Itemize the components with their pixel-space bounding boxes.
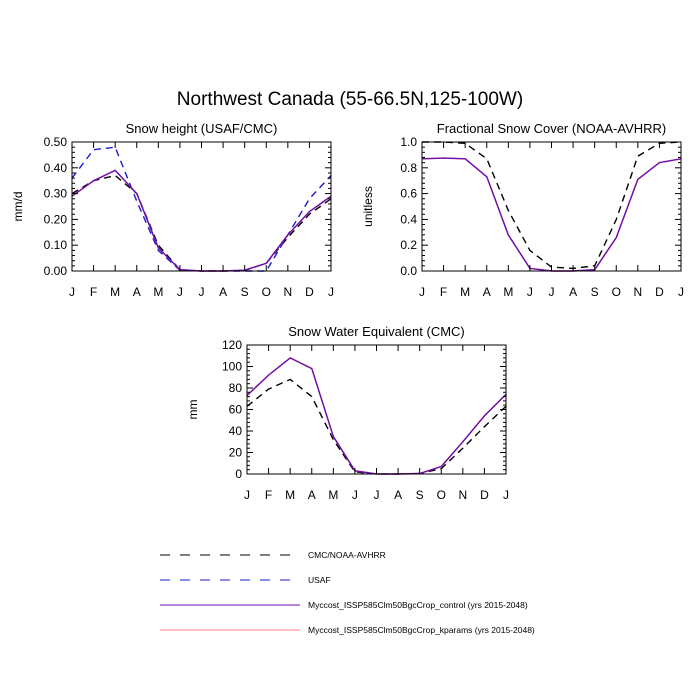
y-axis-label: unitless — [361, 186, 375, 227]
series-line — [421, 157, 682, 272]
y-tick-label: 0.6 — [400, 187, 417, 201]
x-tick-label: O — [437, 488, 446, 502]
plot-frame — [246, 344, 507, 475]
y-tick-label: 0.4 — [400, 212, 417, 226]
x-tick-label: F — [440, 285, 447, 299]
x-tick-label: F — [265, 488, 272, 502]
x-tick-label: M — [110, 285, 120, 299]
panel-title: Snow Water Equivalent (CMC) — [288, 324, 465, 339]
x-tick-label: J — [678, 285, 684, 299]
panel-title: Snow height (USAF/CMC) — [126, 121, 278, 136]
legend-label: CMC/NOAA-AVHRR — [308, 550, 386, 560]
x-tick-label: J — [177, 285, 183, 299]
x-tick-label: S — [591, 285, 599, 299]
y-axis-label: mm — [186, 400, 200, 420]
page-title: Northwest Canada (55-66.5N,125-100W) — [176, 89, 524, 110]
x-tick-label: J — [549, 285, 555, 299]
x-tick-label: J — [374, 488, 380, 502]
panel-snow-height: Snow height (USAF/CMC) mm/d 0.00 0.10 0.20 0.… — [11, 121, 334, 299]
panel-snow-water-equivalent: Snow Water Equivalent (CMC) mm 0 20 40 60 80 10… — [186, 324, 509, 502]
y-tick-label: 100 — [222, 360, 242, 374]
x-tick-label: J — [69, 285, 75, 299]
y-tick-label: 0.0 — [400, 264, 417, 278]
y-tick-label: 40 — [229, 424, 243, 438]
series-line — [71, 174, 332, 272]
y-tick-label: 0.10 — [44, 238, 68, 252]
series-line — [71, 146, 332, 272]
x-tick-label: A — [394, 488, 402, 502]
y-tick-label: 0.20 — [44, 212, 68, 226]
x-tick-label: N — [633, 285, 642, 299]
x-tick-label: J — [352, 488, 358, 502]
y-tick-label: 120 — [222, 338, 242, 352]
x-tick-label: D — [480, 488, 489, 502]
legend-label: Myccost_ISSP585Clm50BgcCrop_control (yrs… — [308, 600, 528, 610]
x-tick-label: O — [262, 285, 271, 299]
plot-frame — [71, 141, 332, 272]
x-tick-label: J — [244, 488, 250, 502]
series-line — [421, 157, 682, 272]
x-tick-label: A — [308, 488, 316, 502]
y-axis-label: mm/d — [11, 192, 25, 222]
y-tick-label: 0 — [235, 467, 242, 481]
x-tick-label: D — [655, 285, 664, 299]
x-tick-label: A — [569, 285, 577, 299]
x-tick-label: A — [219, 285, 227, 299]
x-tick-label: A — [483, 285, 491, 299]
series-line — [422, 141, 682, 270]
series-line — [246, 378, 507, 475]
x-tick-label: J — [503, 488, 509, 502]
y-tick-label: 20 — [229, 446, 243, 460]
y-tick-label: 1.0 — [400, 135, 417, 149]
x-tick-label: J — [328, 285, 334, 299]
x-tick-label: M — [285, 488, 295, 502]
x-tick-label: A — [133, 285, 141, 299]
legend-label: Myccost_ISSP585Clm50BgcCrop_kparams (yrs… — [308, 625, 535, 635]
panel-fractional-snow-cover: Fractional Snow Cover (NOAA-AVHRR) unitle… — [361, 121, 684, 299]
plot-frame — [421, 141, 682, 272]
y-tick-label: 60 — [229, 403, 243, 417]
x-tick-label: M — [460, 285, 470, 299]
x-tick-label: S — [416, 488, 424, 502]
x-tick-label: N — [458, 488, 467, 502]
series-line — [71, 169, 332, 272]
series-line — [71, 169, 332, 272]
x-tick-label: J — [527, 285, 533, 299]
x-tick-label: D — [305, 285, 314, 299]
x-tick-label: J — [199, 285, 205, 299]
legend: CMC/NOAA-AVHRR USAF Myccost_ISSP585Clm50Bg… — [160, 550, 535, 635]
y-tick-label: 0.2 — [400, 238, 417, 252]
x-tick-label: S — [241, 285, 249, 299]
y-tick-label: 80 — [229, 381, 243, 395]
x-tick-label: J — [419, 285, 425, 299]
x-tick-label: M — [503, 285, 513, 299]
y-tick-label: 0.50 — [44, 135, 68, 149]
y-tick-label: 0.00 — [44, 264, 68, 278]
panel-title: Fractional Snow Cover (NOAA-AVHRR) — [437, 121, 666, 136]
x-tick-label: M — [153, 285, 163, 299]
y-tick-label: 0.30 — [44, 187, 68, 201]
x-tick-label: O — [612, 285, 621, 299]
y-tick-label: 0.8 — [400, 161, 417, 175]
series-line — [246, 357, 507, 475]
x-tick-label: F — [90, 285, 97, 299]
legend-label: USAF — [308, 575, 331, 585]
x-tick-label: M — [328, 488, 338, 502]
x-tick-label: N — [283, 285, 292, 299]
y-tick-label: 0.40 — [44, 161, 68, 175]
series-line — [246, 357, 507, 475]
